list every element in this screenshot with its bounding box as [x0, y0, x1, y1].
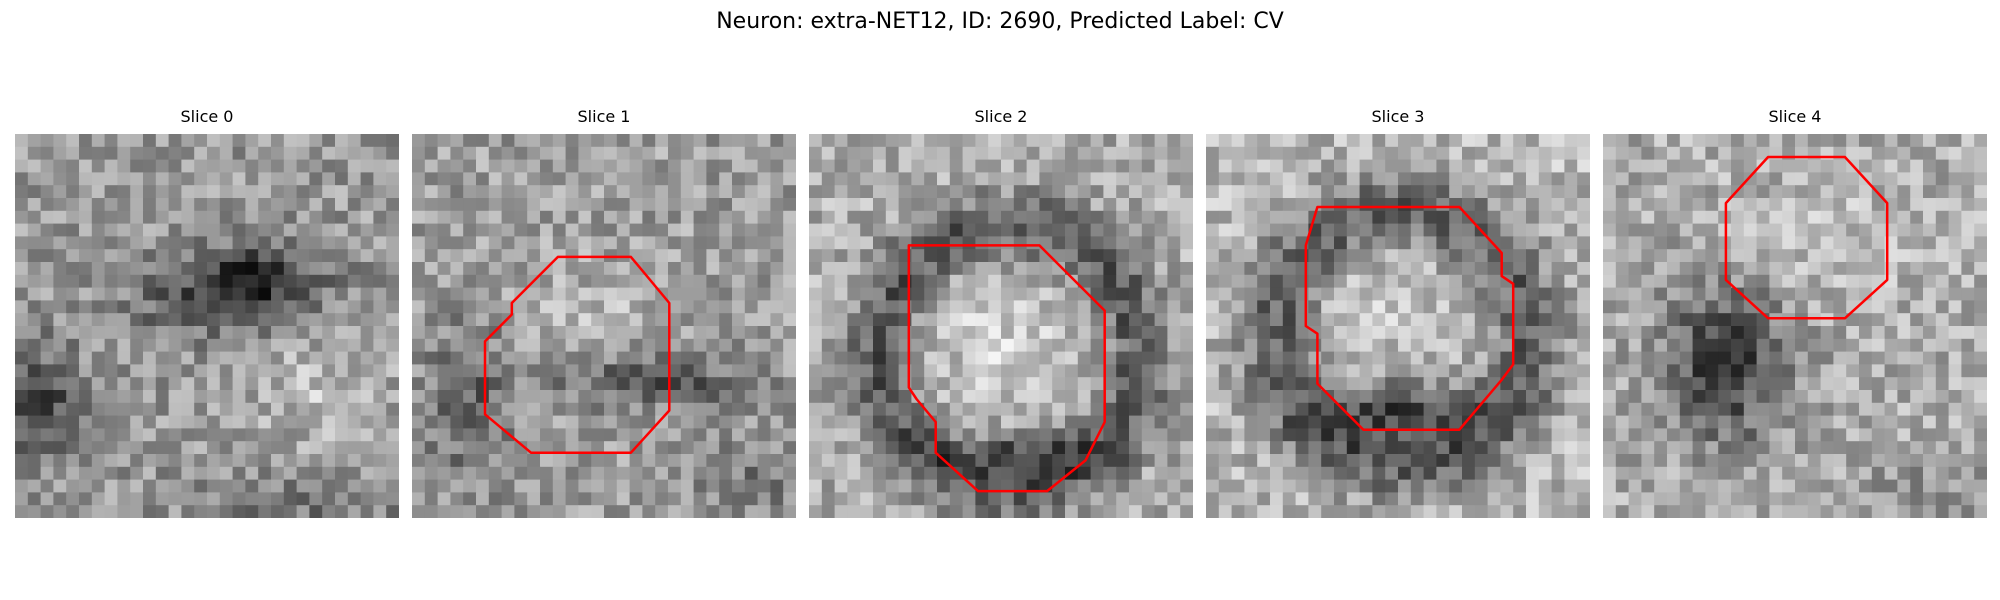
grayscale-patch	[412, 134, 796, 518]
roi-contour	[907, 244, 1106, 493]
slice-image	[1206, 134, 1590, 518]
slice-image	[809, 134, 1193, 518]
slice-image	[15, 134, 399, 518]
grayscale-patch	[1603, 134, 1987, 518]
slice-title: Slice 0	[180, 107, 234, 126]
grayscale-patch	[1206, 134, 1590, 518]
grayscale-patch	[809, 134, 1193, 518]
roi-contour	[1304, 205, 1515, 431]
roi-contour	[483, 255, 671, 454]
slice-image	[1603, 134, 1987, 518]
roi-contour	[1724, 155, 1889, 320]
slice-title: Slice 2	[974, 107, 1028, 126]
slice-title: Slice 3	[1371, 107, 1425, 126]
grayscale-patch	[15, 134, 399, 518]
slice-title: Slice 1	[577, 107, 631, 126]
slice-image	[412, 134, 796, 518]
slice-title: Slice 4	[1768, 107, 1822, 126]
figure-title: Neuron: extra-NET12, ID: 2690, Predicted…	[716, 9, 1284, 34]
